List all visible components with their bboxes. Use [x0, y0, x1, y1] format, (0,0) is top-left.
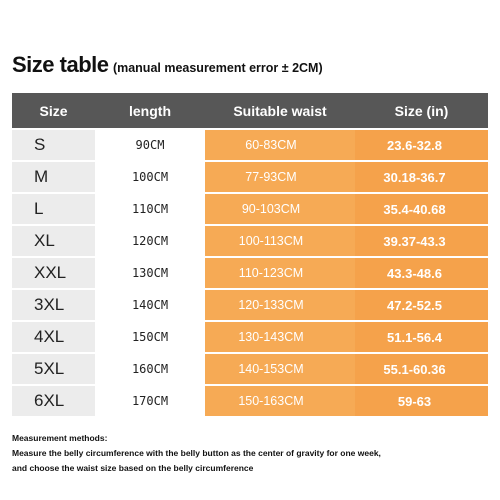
header-cell: Suitable waist — [205, 93, 355, 129]
table-cell: XXL — [12, 256, 95, 289]
table-cell: 130CM — [95, 256, 205, 289]
table-body: S 90CM 60-83CM 23.6-32.8 M 100CM 77-93CM 30.18-… — [12, 128, 488, 416]
header-cell: Size (in) — [355, 93, 488, 129]
table-cell: 39.37-43.3 — [355, 224, 488, 257]
table-cell: 23.6-32.8 — [355, 128, 488, 161]
table-cell: 130-143CM — [205, 320, 355, 353]
table-row: L 110CM 90-103CM 35.4-40.68 — [12, 192, 488, 225]
table-cell: 4XL — [12, 320, 95, 353]
note-line: and choose the waist size based on the b… — [12, 463, 254, 473]
table-row: 4XL 150CM 130-143CM 51.1-56.4 — [12, 320, 488, 353]
table-cell: 120CM — [95, 224, 205, 257]
table-cell: 59-63 — [355, 384, 488, 416]
table-cell: 120-133CM — [205, 288, 355, 321]
table-cell: XL — [12, 224, 95, 257]
table-cell: 43.3-48.6 — [355, 256, 488, 289]
table-cell: 47.2-52.5 — [355, 288, 488, 321]
table-cell: 140CM — [95, 288, 205, 321]
table-cell: 5XL — [12, 352, 95, 385]
table-row: 5XL 160CM 140-153CM 55.1-60.36 — [12, 352, 488, 385]
table-cell: 3XL — [12, 288, 95, 321]
table-cell: 60-83CM — [205, 128, 355, 161]
table-cell: 160CM — [95, 352, 205, 385]
header-row: Size length Suitable waist Size (in) — [12, 93, 488, 129]
table-cell: L — [12, 192, 95, 225]
table-row: 6XL 170CM 150-163CM 59-63 — [12, 384, 488, 416]
table-cell: 90-103CM — [205, 192, 355, 225]
header-cell: length — [95, 93, 205, 129]
table-row: XXL 130CM 110-123CM 43.3-48.6 — [12, 256, 488, 289]
table-cell: 150CM — [95, 320, 205, 353]
table-cell: 30.18-36.7 — [355, 160, 488, 193]
table-cell: 140-153CM — [205, 352, 355, 385]
table-cell: 90CM — [95, 128, 205, 161]
subtitle: (manual measurement error ± 2CM) — [112, 61, 323, 75]
table-cell: 110-123CM — [205, 256, 355, 289]
size-table: Size length Suitable waist Size (in) S 90CM 6… — [12, 93, 488, 416]
notes-heading: Measurement methods: — [12, 433, 108, 443]
table-cell: 150-163CM — [205, 384, 355, 416]
table-cell: 51.1-56.4 — [355, 320, 488, 353]
table-cell: 100CM — [95, 160, 205, 193]
table-row: S 90CM 60-83CM 23.6-32.8 — [12, 128, 488, 161]
table-cell: M — [12, 160, 95, 193]
notes-lines: Measure the belly circumference with the… — [12, 446, 381, 476]
table-cell: 110CM — [95, 192, 205, 225]
table-cell: 77-93CM — [205, 160, 355, 193]
table-cell: 35.4-40.68 — [355, 192, 488, 225]
table-row: M 100CM 77-93CM 30.18-36.7 — [12, 160, 488, 193]
note-line: Measure the belly circumference with the… — [12, 448, 381, 458]
table-cell: 100-113CM — [205, 224, 355, 257]
title: Size table (manual measurement error ± 2… — [12, 52, 323, 78]
table-cell: 6XL — [12, 384, 95, 416]
table-cell: S — [12, 128, 95, 161]
notes: Measurement methods: Measure the belly c… — [12, 431, 381, 476]
header-cell: Size — [12, 93, 95, 129]
table-row: XL 120CM 100-113CM 39.37-43.3 — [12, 224, 488, 257]
table-cell: 55.1-60.36 — [355, 352, 488, 385]
table-row: 3XL 140CM 120-133CM 47.2-52.5 — [12, 288, 488, 321]
table-cell: 170CM — [95, 384, 205, 416]
title-text: Size table — [12, 52, 109, 77]
